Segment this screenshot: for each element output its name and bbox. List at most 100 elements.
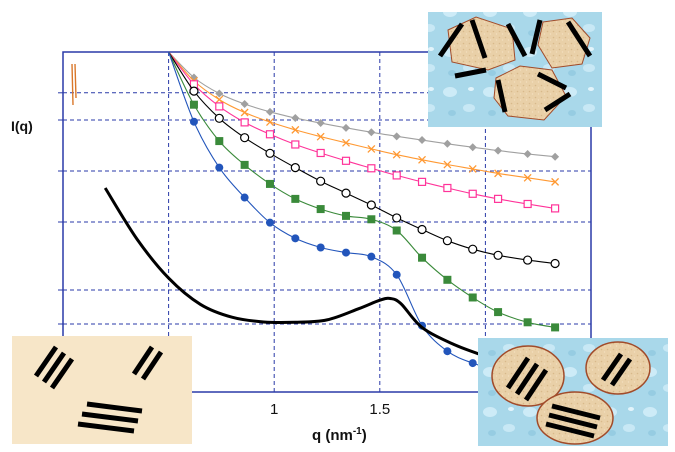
series-3-point-9 bbox=[392, 213, 402, 223]
series-3-point-1 bbox=[189, 86, 199, 96]
series-5-point-9 bbox=[392, 270, 401, 279]
series-1-point-3 bbox=[240, 108, 249, 117]
series-0-point-10 bbox=[418, 136, 427, 145]
series-5-point-5 bbox=[291, 234, 300, 243]
series-1-point-14 bbox=[523, 173, 532, 182]
series-2-point-12 bbox=[468, 189, 477, 198]
series-1-point-2 bbox=[215, 95, 224, 104]
series-0-point-12 bbox=[468, 143, 477, 152]
series-3-point-15 bbox=[550, 258, 560, 269]
series-5-point-8 bbox=[367, 252, 376, 261]
series-1-point-9 bbox=[392, 150, 401, 159]
series-4-point-9 bbox=[392, 226, 401, 235]
series-1-point-12 bbox=[468, 165, 477, 173]
series-4-point-5 bbox=[291, 194, 300, 203]
series-1-line bbox=[168, 52, 556, 183]
inset-stacked-particles bbox=[478, 338, 668, 446]
series-4-point-12 bbox=[468, 293, 477, 302]
series-6-line bbox=[103, 187, 486, 358]
series-3-line bbox=[168, 52, 556, 265]
series-1-point-8 bbox=[367, 144, 376, 153]
series-0-point-14 bbox=[523, 150, 532, 158]
series-2-point-14 bbox=[523, 199, 532, 209]
series-5-point-4 bbox=[265, 218, 274, 227]
series-3-point-6 bbox=[316, 176, 326, 186]
series-0-point-6 bbox=[316, 119, 325, 128]
series-2-point-8 bbox=[367, 164, 376, 173]
series-4-point-15 bbox=[551, 323, 560, 332]
series-4-point-3 bbox=[240, 160, 249, 169]
series-2-point-15 bbox=[550, 204, 560, 213]
x-axis-label: q (nm-1) bbox=[312, 426, 367, 444]
series-3-point-7 bbox=[341, 188, 351, 198]
series-0-point-3 bbox=[240, 100, 249, 109]
inset-loose-particles bbox=[428, 12, 602, 127]
x-tick-label-1: 1 bbox=[270, 401, 279, 418]
series-2-point-6 bbox=[316, 148, 325, 158]
series-0-point-7 bbox=[342, 123, 351, 132]
series-2-point-10 bbox=[417, 177, 427, 186]
x-tick-label-2: 1.5 bbox=[369, 401, 391, 418]
series-3-point-2 bbox=[214, 113, 224, 123]
series-1-point-10 bbox=[418, 155, 426, 164]
gridlines bbox=[58, 52, 591, 392]
series-2-point-13 bbox=[493, 194, 503, 203]
series-4-point-2 bbox=[215, 137, 224, 146]
series-0-point-8 bbox=[367, 128, 376, 137]
series-3-point-5 bbox=[290, 163, 300, 173]
series-0-point-4 bbox=[265, 107, 274, 116]
series-3-point-14 bbox=[523, 255, 533, 265]
series-2-point-9 bbox=[392, 171, 401, 180]
series-1-point-15 bbox=[551, 177, 560, 186]
series-0-line bbox=[168, 52, 556, 158]
series-4-point-8 bbox=[367, 215, 376, 224]
series-4-point-10 bbox=[418, 253, 427, 262]
series-0-point-11 bbox=[443, 139, 452, 148]
series-3-point-13 bbox=[493, 250, 503, 260]
edge-artifact bbox=[71, 63, 77, 106]
x-axis-label-exponent: -1 bbox=[352, 426, 362, 437]
series-2-line bbox=[168, 52, 556, 209]
series-0-point-5 bbox=[291, 113, 300, 122]
series-2-point-4 bbox=[265, 130, 275, 139]
series-0-point-2 bbox=[215, 89, 224, 98]
series-4-point-13 bbox=[494, 308, 503, 317]
x-axis-label-close: ) bbox=[361, 427, 367, 444]
series-3-point-11 bbox=[442, 236, 452, 246]
series-3-point-10 bbox=[417, 224, 427, 235]
series-5-point-1 bbox=[189, 117, 198, 126]
series-1-point-11 bbox=[443, 160, 452, 169]
series-1-point-13 bbox=[494, 169, 503, 178]
series-3-point-12 bbox=[468, 244, 478, 254]
series-5-point-3 bbox=[240, 193, 249, 202]
series-2-point-3 bbox=[240, 118, 249, 127]
series-1-point-4 bbox=[266, 118, 274, 126]
series-5-point-7 bbox=[342, 248, 351, 257]
series-4-point-14 bbox=[523, 318, 532, 327]
series-5-point-6 bbox=[316, 243, 325, 252]
series-2-point-5 bbox=[291, 140, 300, 149]
series-4-point-11 bbox=[443, 275, 452, 284]
y-axis-label: I(q) bbox=[11, 118, 33, 134]
series-2-point-11 bbox=[443, 183, 452, 193]
series-4-point-4 bbox=[265, 179, 274, 188]
series-5-point-12 bbox=[468, 359, 477, 368]
series-0-point-13 bbox=[494, 146, 503, 155]
series-5-point-11 bbox=[443, 347, 452, 356]
series-3-point-4 bbox=[265, 148, 275, 158]
series-3-point-3 bbox=[240, 133, 250, 143]
series-1-point-5 bbox=[291, 125, 300, 134]
series-3-point-8 bbox=[366, 200, 376, 210]
series-4-point-6 bbox=[316, 205, 325, 214]
series-4-line bbox=[168, 52, 556, 328]
series-0-point-15 bbox=[551, 152, 560, 161]
x-axis-label-main: q (nm bbox=[312, 427, 353, 444]
series-4-point-1 bbox=[189, 100, 198, 109]
series-2-point-2 bbox=[215, 102, 224, 111]
series-1-point-6 bbox=[316, 132, 325, 141]
inset-stacked-beige bbox=[12, 336, 192, 444]
series-2-point-7 bbox=[341, 156, 351, 165]
series-5-point-2 bbox=[215, 163, 224, 172]
series-1-point-7 bbox=[342, 138, 350, 147]
